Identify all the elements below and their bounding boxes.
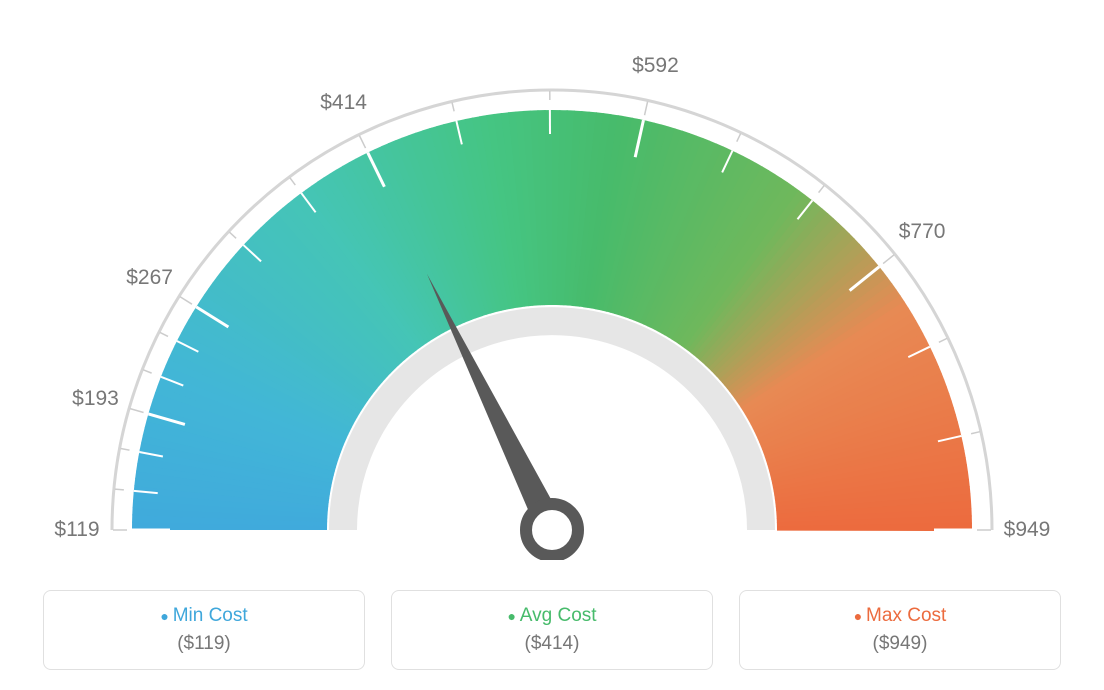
gauge-area: $119 $193 $267 $414 $592 $770 $949	[0, 0, 1104, 560]
legend-card-avg: Avg Cost ($414)	[391, 590, 713, 670]
gauge-tick-label: $770	[899, 220, 946, 244]
gauge-tick-label: $119	[54, 518, 99, 542]
gauge-tick-label: $414	[320, 91, 367, 115]
legend-max-label: Max Cost	[740, 605, 1060, 627]
legend-avg-value: ($414)	[392, 633, 712, 655]
legend-card-min: Min Cost ($119)	[43, 590, 365, 670]
legend-row: Min Cost ($119) Avg Cost ($414) Max Cost…	[0, 590, 1104, 670]
gauge-tick-label: $193	[72, 387, 119, 411]
legend-min-label: Min Cost	[44, 605, 364, 627]
gauge-tick-label: $949	[1004, 518, 1051, 542]
legend-max-value: ($949)	[740, 633, 1060, 655]
legend-card-max: Max Cost ($949)	[739, 590, 1061, 670]
legend-avg-label: Avg Cost	[392, 605, 712, 627]
cost-gauge-chart: $119 $193 $267 $414 $592 $770 $949 Min Cost ($…	[0, 0, 1104, 690]
gauge-tick-label: $267	[126, 266, 173, 290]
gauge-tick-label: $592	[632, 54, 679, 78]
legend-min-value: ($119)	[44, 633, 364, 655]
